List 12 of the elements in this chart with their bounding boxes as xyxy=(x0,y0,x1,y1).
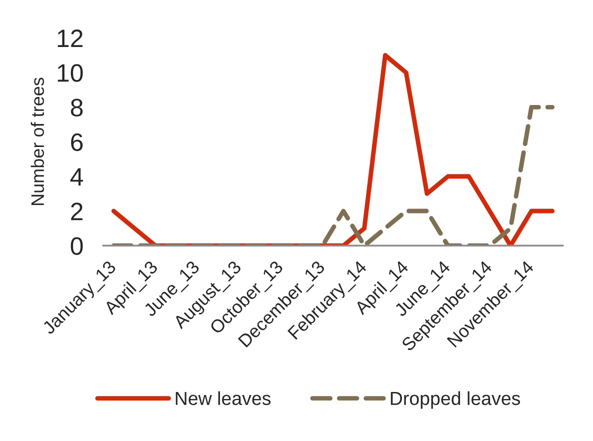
y-tick-label: 10 xyxy=(58,64,83,82)
y-tick-label: 2 xyxy=(71,202,82,220)
legend-label: Dropped leaves xyxy=(390,391,520,409)
y-tick-label: 8 xyxy=(70,98,83,116)
y-tick-label: 6 xyxy=(71,133,83,152)
line-series xyxy=(111,104,555,246)
y-tick-label: 4 xyxy=(70,168,84,186)
y-axis-title: Number of trees xyxy=(30,78,44,206)
y-tick-label: 12 xyxy=(58,30,82,47)
line-series xyxy=(111,53,555,246)
y-tick-label: 0 xyxy=(70,237,83,255)
legend-label: New leaves xyxy=(176,391,271,406)
